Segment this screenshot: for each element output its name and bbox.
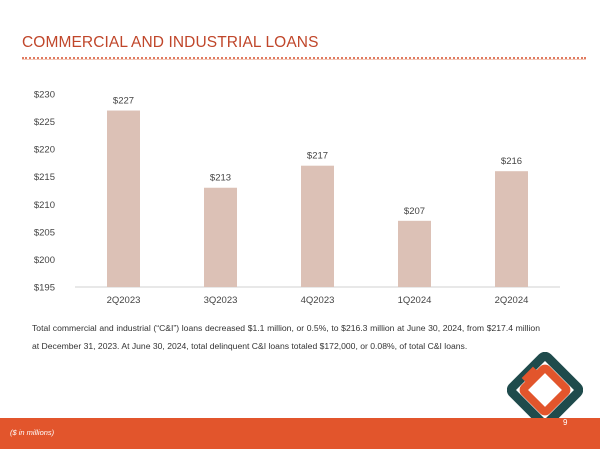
bar-2Q2023	[107, 110, 140, 288]
data-label: $216	[501, 156, 522, 167]
data-label: $213	[210, 173, 231, 184]
x-tick-label: 2Q2023	[107, 295, 141, 306]
y-tick-label: $200	[34, 255, 55, 266]
title-divider-underline	[22, 59, 586, 60]
y-tick-label: $225	[34, 117, 55, 128]
y-tick-label: $215	[34, 172, 55, 183]
x-tick-label: 4Q2023	[301, 295, 335, 306]
bar-1Q2024	[398, 220, 431, 287]
footer-bar: ($ in millions) 9	[0, 418, 600, 449]
units-footnote: ($ in millions)	[10, 428, 55, 437]
x-tick-label: 2Q2024	[495, 295, 529, 306]
page-title: COMMERCIAL AND INDUSTRIAL LOANS	[22, 34, 319, 51]
y-tick-label: $195	[34, 283, 55, 294]
data-label: $217	[307, 151, 328, 162]
page-number: 9	[563, 418, 568, 427]
x-tick-label: 1Q2024	[398, 295, 432, 306]
bar-4Q2023	[301, 165, 334, 287]
data-label: $207	[404, 206, 425, 217]
chart-description: Total commercial and industrial (“C&I”) …	[32, 323, 540, 351]
y-tick-label: $230	[34, 90, 55, 101]
y-tick-label: $220	[34, 145, 55, 156]
bar-3Q2023	[204, 187, 237, 287]
company-logo-icon	[507, 352, 583, 428]
x-tick-label: 3Q2023	[204, 295, 238, 306]
bar-2Q2024	[495, 171, 528, 287]
title-divider	[22, 57, 586, 59]
data-label: $227	[113, 96, 134, 107]
y-tick-label: $210	[34, 200, 55, 211]
bar-chart: $195 $200 $205 $210 $215 $220 $225 $230 $227 2Q20…	[34, 90, 560, 306]
y-tick-label: $205	[34, 227, 55, 238]
